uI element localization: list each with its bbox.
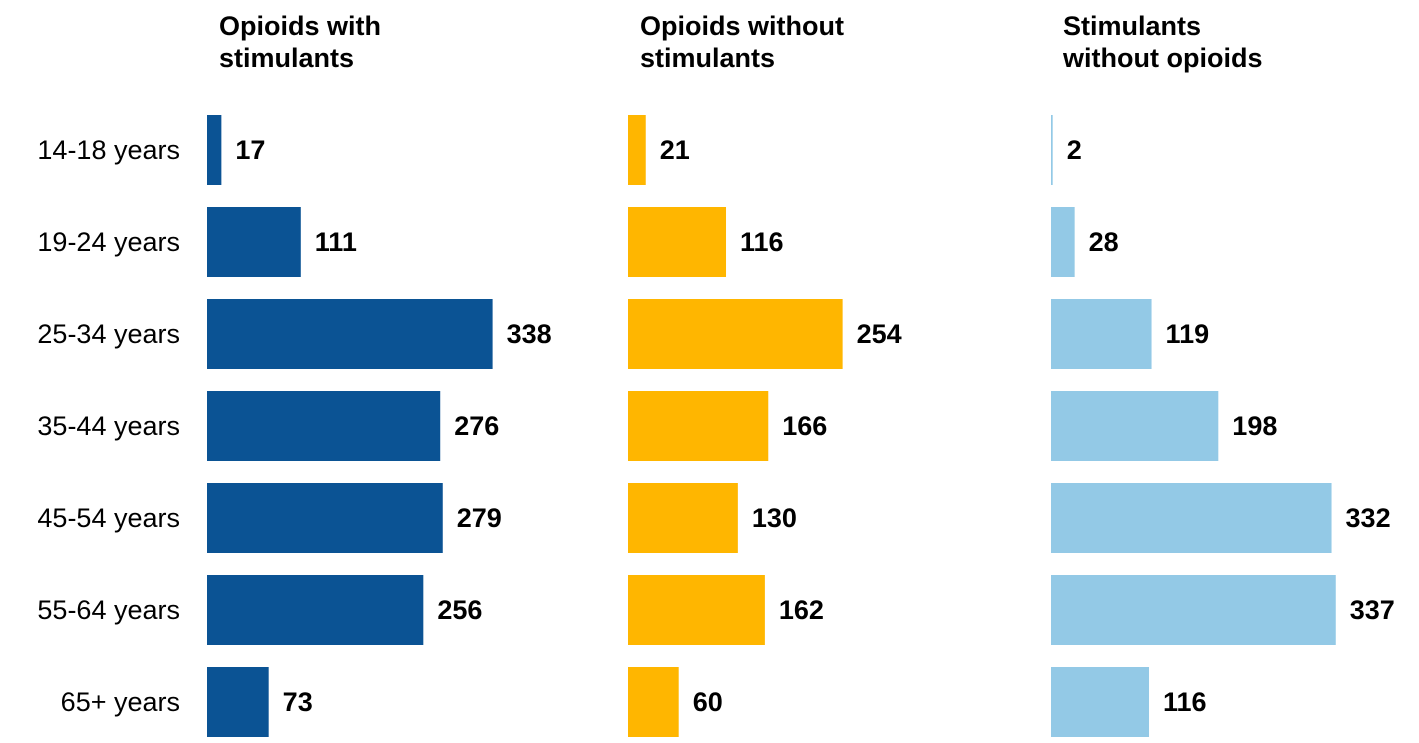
bar bbox=[1051, 115, 1053, 185]
category-label: 55-64 years bbox=[37, 595, 180, 625]
bar bbox=[628, 299, 843, 369]
bar bbox=[207, 667, 269, 737]
data-label: 2 bbox=[1067, 135, 1082, 165]
bar bbox=[628, 575, 765, 645]
data-label: 198 bbox=[1232, 411, 1277, 441]
bar bbox=[207, 207, 301, 277]
panel-title-line: without opioids bbox=[1062, 43, 1262, 73]
panel-title-line: stimulants bbox=[640, 43, 775, 73]
bar bbox=[1051, 667, 1150, 737]
data-label: 162 bbox=[779, 595, 824, 625]
panel-title-line: stimulants bbox=[219, 43, 354, 73]
bar bbox=[1051, 299, 1152, 369]
bar bbox=[628, 207, 727, 277]
data-label: 17 bbox=[235, 135, 265, 165]
bar bbox=[628, 667, 679, 737]
data-label: 256 bbox=[437, 595, 482, 625]
bar bbox=[207, 575, 424, 645]
bar bbox=[1051, 207, 1075, 277]
bar bbox=[207, 115, 222, 185]
data-label: 111 bbox=[315, 227, 357, 257]
panel-title-line: Stimulants bbox=[1063, 11, 1201, 41]
bar bbox=[628, 483, 738, 553]
bar bbox=[1051, 483, 1332, 553]
bar bbox=[628, 115, 646, 185]
data-label: 28 bbox=[1089, 227, 1119, 257]
category-label: 35-44 years bbox=[37, 411, 180, 441]
data-label: 338 bbox=[507, 319, 552, 349]
data-label: 276 bbox=[454, 411, 499, 441]
bar bbox=[207, 299, 493, 369]
data-label: 130 bbox=[752, 503, 797, 533]
bar bbox=[207, 391, 441, 461]
data-label: 21 bbox=[660, 135, 690, 165]
data-label: 116 bbox=[1163, 687, 1207, 717]
panel-title-line: Opioids without bbox=[640, 11, 844, 41]
bar bbox=[628, 391, 769, 461]
data-label: 332 bbox=[1346, 503, 1391, 533]
category-label: 25-34 years bbox=[37, 319, 180, 349]
bar bbox=[1051, 391, 1219, 461]
bar bbox=[1051, 575, 1336, 645]
panel-title-line: Opioids with bbox=[219, 11, 381, 41]
data-label: 73 bbox=[283, 687, 313, 717]
category-label: 14-18 years bbox=[37, 135, 180, 165]
category-label: 19-24 years bbox=[37, 227, 180, 257]
data-label: 116 bbox=[740, 227, 784, 257]
data-label: 60 bbox=[693, 687, 723, 717]
category-label: 65+ years bbox=[61, 687, 180, 717]
bar bbox=[207, 483, 443, 553]
data-label: 254 bbox=[857, 319, 902, 349]
data-label: 279 bbox=[457, 503, 502, 533]
data-label: 337 bbox=[1350, 595, 1395, 625]
data-label: 119 bbox=[1166, 319, 1210, 349]
data-label: 166 bbox=[782, 411, 827, 441]
category-label: 45-54 years bbox=[37, 503, 180, 533]
